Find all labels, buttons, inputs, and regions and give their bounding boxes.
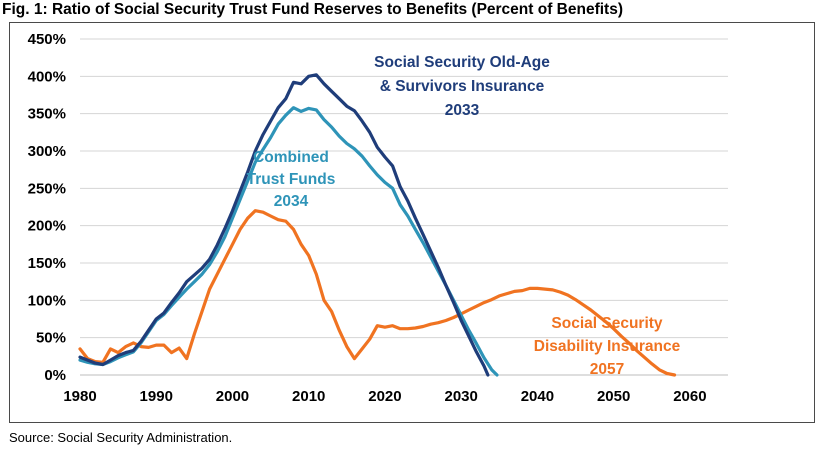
y-tick-label: 200%: [28, 218, 66, 235]
series-label-combined: 2034: [274, 193, 309, 210]
y-tick-label: 450%: [28, 31, 66, 48]
x-tick-label: 2000: [216, 388, 249, 405]
x-tick-label: 2040: [521, 388, 554, 405]
chart-frame: 0% 50% 100% 150% 200% 250% 300% 350% 400% 450% 198…: [9, 22, 815, 423]
y-tick-label: 300%: [28, 143, 66, 160]
series-line-di: [78, 209, 677, 377]
x-tick-label: 2010: [292, 388, 325, 405]
series-label-di: Social Security: [551, 315, 663, 332]
y-tick-label: 150%: [28, 255, 66, 272]
y-tick-label: 350%: [28, 106, 66, 123]
x-tick-label: 2050: [597, 388, 630, 405]
series-label-oasi: Social Security Old-Age: [374, 54, 550, 71]
series-label-oasi: 2033: [445, 102, 480, 119]
series-label-oasi: & Survivors Insurance: [380, 78, 545, 95]
x-tick-label: 2020: [368, 388, 401, 405]
series-label-di: 2057: [590, 361, 624, 378]
line-chart: 0% 50% 100% 150% 200% 250% 300% 350% 400% 450% 198…: [28, 31, 728, 405]
y-tick-label: 250%: [28, 180, 66, 197]
series-label-combined: Trust Funds: [247, 171, 336, 188]
chart-title: Fig. 1: Ratio of Social Security Trust F…: [2, 1, 623, 18]
x-tick-label: 1990: [140, 388, 173, 405]
gridlines: [80, 38, 728, 339]
series-label-combined: Combined: [253, 149, 329, 166]
x-tick-label: 2030: [444, 388, 477, 405]
y-tick-label: 400%: [28, 68, 66, 85]
source-note: Source: Social Security Administration.: [9, 430, 233, 445]
y-tick-label: 100%: [28, 292, 66, 309]
series-lines: [78, 73, 677, 377]
axes: 0% 50% 100% 150% 200% 250% 300% 350% 400% 450% 198…: [28, 31, 728, 405]
series-line-oasi: [78, 73, 490, 377]
series-line-combined: [78, 106, 499, 377]
y-tick-label: 50%: [36, 330, 66, 347]
y-tick-label: 0%: [44, 367, 66, 384]
x-tick-label: 1980: [63, 388, 96, 405]
x-tick-label: 2060: [673, 388, 706, 405]
series-labels: Social Security Old-Age & Survivors Insur…: [247, 54, 681, 378]
series-label-di: Disability Insurance: [534, 338, 681, 355]
